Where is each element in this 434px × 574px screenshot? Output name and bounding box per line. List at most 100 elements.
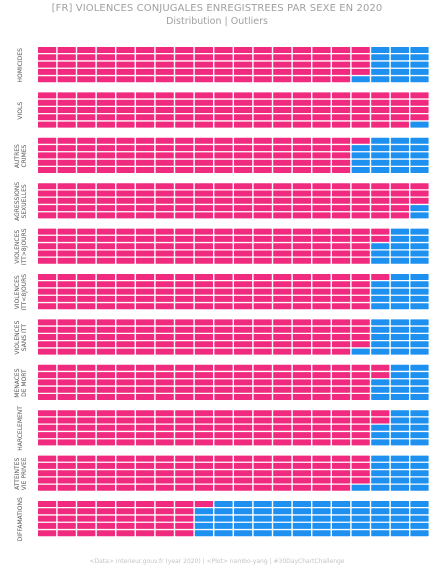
waffle-square-women [253, 462, 272, 469]
waffle-square-women [194, 334, 213, 340]
waffle-square-women [194, 152, 213, 159]
waffle-square-women [253, 281, 272, 288]
waffle-square-women [155, 250, 174, 257]
waffle-square-women [273, 121, 292, 128]
waffle-square-men [292, 508, 311, 515]
waffle-square-women [312, 288, 331, 295]
waffle-square-men [371, 348, 390, 355]
waffle-square-women [194, 167, 213, 173]
waffle-square-women [175, 470, 194, 477]
waffle-square-men [351, 152, 370, 159]
waffle-square-women [253, 235, 272, 242]
waffle-square-women [38, 410, 57, 417]
waffle-square-men [234, 522, 253, 529]
waffle-square-women [312, 295, 331, 302]
waffle-square-women [214, 243, 233, 250]
waffle-square-men [371, 137, 390, 144]
waffle-square-women [77, 114, 96, 121]
waffle-square-women [332, 470, 351, 477]
waffle-square-women [57, 477, 76, 484]
waffle-square-women [194, 379, 213, 386]
waffle-square-men [253, 530, 272, 537]
waffle-square-men [410, 137, 429, 144]
waffle-square-women [351, 455, 370, 462]
waffle-square-women [96, 410, 115, 417]
waffle-square-women [292, 326, 311, 333]
waffle-square-women [253, 379, 272, 386]
waffle-square-women [292, 190, 311, 197]
waffle-square-women [234, 257, 253, 264]
waffle-square-women [292, 99, 311, 106]
waffle-square-women [273, 364, 292, 371]
waffle-square-women [194, 295, 213, 302]
waffle-square-men [371, 288, 390, 295]
waffle-square-women [194, 114, 213, 121]
waffle-square-women [273, 250, 292, 257]
waffle-square-women [351, 235, 370, 242]
waffle-square-women [312, 54, 331, 61]
waffle-square-women [234, 205, 253, 212]
waffle-square-women [96, 379, 115, 386]
waffle-square-women [38, 47, 57, 53]
waffle-square-women [312, 364, 331, 371]
waffle-square-women [175, 205, 194, 212]
waffle-square-women [253, 137, 272, 144]
waffle-square-women [332, 212, 351, 219]
waffle-square-men [390, 417, 409, 424]
waffle-square-women [57, 341, 76, 348]
waffle-square-men [410, 281, 429, 288]
waffle-square-women [332, 257, 351, 264]
waffle-square-men [390, 334, 409, 340]
waffle-square-women [136, 341, 155, 348]
waffle-square-men [390, 228, 409, 235]
waffle-square-men [390, 159, 409, 166]
waffle-square-women [155, 76, 174, 83]
waffle-square-men [390, 76, 409, 83]
waffle-block [38, 183, 429, 219]
waffle-square-women [38, 197, 57, 204]
waffle-square-women [77, 250, 96, 257]
waffle-square-women [57, 92, 76, 99]
waffle-square-women [136, 99, 155, 106]
category-label: AUTRESCRIMES [14, 144, 28, 168]
waffle-block [38, 410, 429, 446]
waffle-square-women [136, 205, 155, 212]
waffle-square-women [371, 372, 390, 379]
waffle-square-women [116, 462, 135, 469]
waffle-square-men [410, 439, 429, 446]
waffle-square-men [371, 319, 390, 326]
waffle-square-women [234, 281, 253, 288]
waffle-square-women [253, 212, 272, 219]
category-label-line: HOMICIDES [17, 48, 24, 83]
waffle-square-women [175, 319, 194, 326]
waffle-square-women [155, 410, 174, 417]
waffle-square-women [136, 295, 155, 302]
waffle-square-women [77, 121, 96, 128]
waffle-square-women [77, 47, 96, 53]
waffle-square-women [38, 281, 57, 288]
waffle-square-women [351, 250, 370, 257]
waffle-square-women [116, 522, 135, 529]
waffle-square-women [351, 107, 370, 113]
waffle-square-women [332, 228, 351, 235]
waffle-square-women [136, 501, 155, 507]
waffle-square-women [38, 54, 57, 61]
waffle-square-women [155, 348, 174, 355]
waffle-square-women [253, 76, 272, 83]
waffle-square-women [234, 114, 253, 121]
waffle-square-men [410, 257, 429, 264]
waffle-square-women [194, 501, 213, 507]
waffle-square-men [410, 501, 429, 507]
waffle-square-men [410, 250, 429, 257]
waffle-square-women [273, 152, 292, 159]
waffle-square-women [116, 515, 135, 522]
waffle-square-women [194, 462, 213, 469]
waffle-square-women [96, 288, 115, 295]
waffle-square-women [371, 212, 390, 219]
waffle-square-women [96, 424, 115, 431]
waffle-square-women [57, 424, 76, 431]
waffle-square-men [371, 508, 390, 515]
waffle-square-women [214, 107, 233, 113]
waffle-square-women [234, 439, 253, 446]
waffle-square-women [234, 145, 253, 152]
